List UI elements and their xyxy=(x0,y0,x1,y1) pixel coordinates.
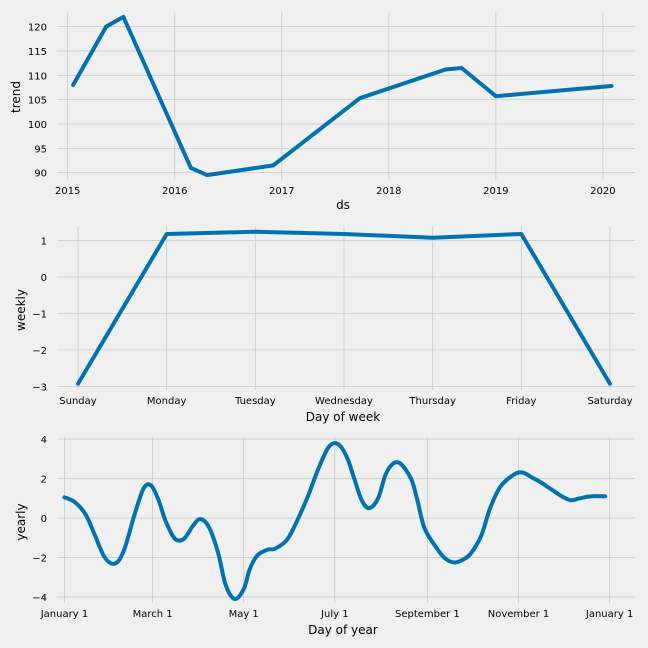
x-tick-label: Thursday xyxy=(408,396,456,407)
trend-panel: 2015 2016 2017 2018 2019 2020 90 95 100 105 110 115… xyxy=(9,12,635,212)
weekly-line xyxy=(76,229,612,386)
x-tick-label: Saturday xyxy=(587,396,632,407)
y-tick-label: −3 xyxy=(32,382,47,393)
weekly-grid xyxy=(57,226,635,390)
x-tick-label: November 1 xyxy=(488,609,550,620)
yearly-grid xyxy=(57,437,635,603)
yearly-line xyxy=(62,441,608,602)
x-tick-label: 2016 xyxy=(162,186,187,197)
x-tick-label: Wednesday xyxy=(315,396,373,407)
x-tick-label: 2020 xyxy=(590,186,615,197)
y-tick-label: 4 xyxy=(41,435,47,446)
weekly-ticks: Sunday Monday Tuesday Wednesday Thursday Frid… xyxy=(32,237,632,407)
x-tick-label: 2015 xyxy=(55,186,80,197)
yearly-ticks: January 1 March 1 May 1 July 1 September 1 No… xyxy=(32,435,633,620)
x-tick-label: September 1 xyxy=(395,609,460,620)
x-tick-label: March 1 xyxy=(133,609,173,620)
x-tick-label: January 1 xyxy=(585,609,633,620)
y-tick-label: 95 xyxy=(34,144,47,155)
y-tick-label: −4 xyxy=(32,593,47,604)
y-tick-label: 105 xyxy=(28,96,47,107)
y-tick-label: −1 xyxy=(32,309,47,320)
y-tick-label: 100 xyxy=(28,120,47,131)
y-tick-label: 110 xyxy=(28,71,47,82)
trend-line xyxy=(71,14,614,178)
x-tick-label: 2018 xyxy=(376,186,401,197)
y-tick-label: 0 xyxy=(41,273,47,284)
weekly-panel: Sunday Monday Tuesday Wednesday Thursday Frid… xyxy=(14,226,635,424)
x-tick-label: Monday xyxy=(147,396,187,407)
y-tick-label: 90 xyxy=(34,169,47,180)
weekly-y-axis-label: weekly xyxy=(14,289,28,331)
y-tick-label: −2 xyxy=(32,346,47,357)
x-tick-label: 2019 xyxy=(483,186,508,197)
yearly-panel: January 1 March 1 May 1 July 1 September 1 No… xyxy=(14,435,635,637)
y-tick-label: 0 xyxy=(41,514,47,525)
trend-y-axis-label: trend xyxy=(9,81,23,113)
x-tick-label: May 1 xyxy=(229,609,259,620)
trend-x-axis-label: ds xyxy=(336,198,350,212)
y-tick-label: 1 xyxy=(41,237,47,248)
x-tick-label: January 1 xyxy=(40,609,88,620)
y-tick-label: 2 xyxy=(41,475,47,486)
x-tick-label: Tuesday xyxy=(234,396,276,407)
y-tick-label: 115 xyxy=(28,47,47,58)
trend-ticks: 2015 2016 2017 2018 2019 2020 90 95 100 105 110 115… xyxy=(28,23,616,197)
x-tick-label: Sunday xyxy=(59,396,96,407)
x-tick-label: Friday xyxy=(506,396,536,407)
x-tick-label: July 1 xyxy=(320,609,349,620)
trend-grid xyxy=(57,12,635,180)
yearly-x-axis-label: Day of year xyxy=(308,623,378,637)
weekly-x-axis-label: Day of week xyxy=(306,410,380,424)
x-tick-label: 2017 xyxy=(269,186,294,197)
yearly-y-axis-label: yearly xyxy=(14,503,28,540)
y-tick-label: 120 xyxy=(28,23,47,34)
y-tick-label: −2 xyxy=(32,554,47,565)
